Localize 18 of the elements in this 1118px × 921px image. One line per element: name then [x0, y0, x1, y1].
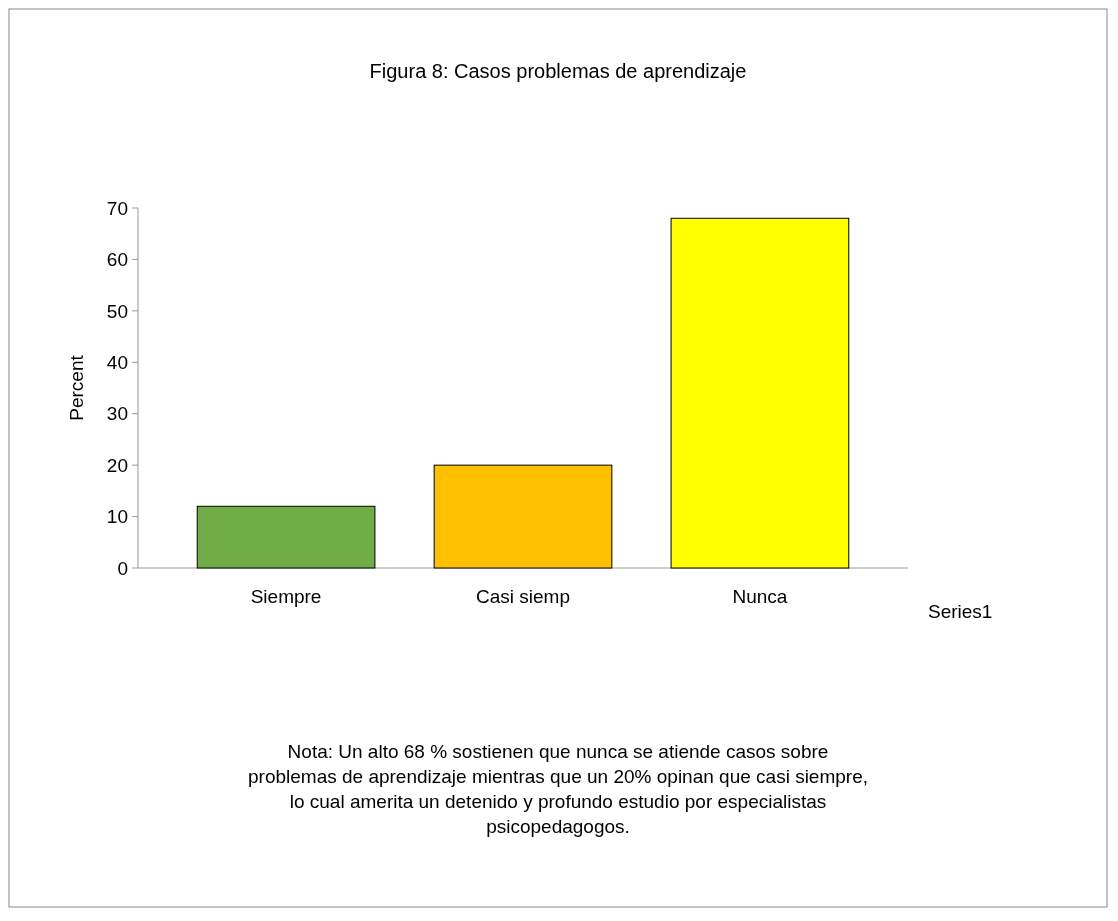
x-tick-label: Siempre	[250, 586, 322, 607]
y-tick-label: 0	[117, 557, 128, 579]
x-tick-label: Nunca	[732, 586, 788, 607]
y-tick-label: 10	[106, 506, 128, 528]
chart-title: Figura 8: Casos problemas de aprendizaje	[369, 60, 747, 82]
text: Series1	[928, 601, 993, 622]
y-axis-title: Percent	[66, 354, 87, 421]
x-tick-label: Casi siemp	[476, 586, 570, 607]
y-tick-label: 60	[106, 249, 128, 271]
y-tick-label: 70	[106, 197, 128, 219]
text: Nota: Un alto 68 % sostienen que nunca se atiende casos sobre problemas de aprendizaje mientras que un 20% opinan que casi siempre, lo cual amerita un detenido y profundo estudio por especialistas psicopedagogos.	[248, 741, 868, 837]
y-tick-label: 40	[106, 351, 128, 373]
y-tick-label: 30	[106, 403, 128, 425]
y-tick-label: 50	[106, 300, 128, 322]
bar	[433, 464, 613, 569]
bar	[670, 217, 850, 569]
y-tick-label: 20	[106, 454, 128, 476]
bar	[196, 505, 376, 569]
